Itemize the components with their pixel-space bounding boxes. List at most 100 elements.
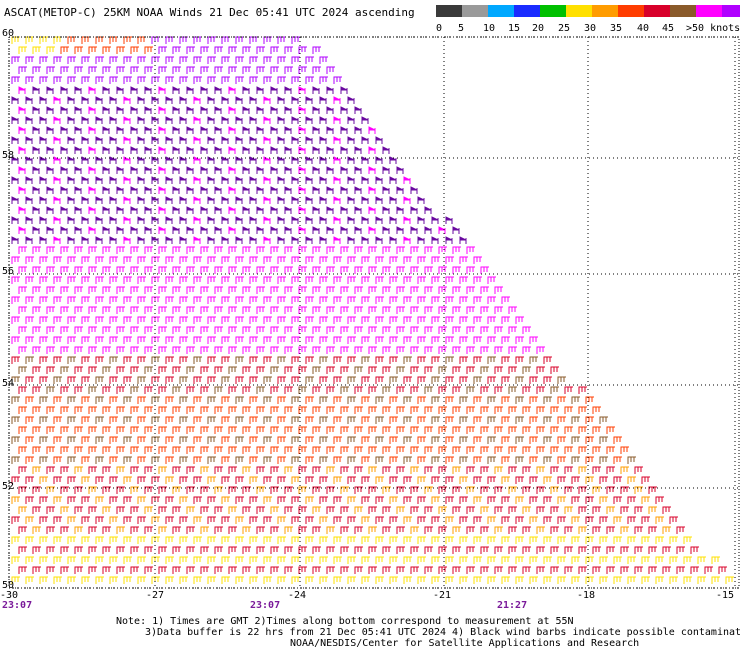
wind-barb xyxy=(354,366,363,374)
wind-barb xyxy=(501,356,510,364)
wind-barb xyxy=(221,496,230,504)
wind-barb xyxy=(130,406,139,414)
wind-barb xyxy=(60,486,69,494)
wind-barb xyxy=(305,336,314,344)
wind-barb xyxy=(347,536,356,544)
wind-barb xyxy=(102,346,111,354)
wind-barb xyxy=(634,546,643,554)
wind-barb xyxy=(25,456,34,464)
wind-barb xyxy=(340,446,349,454)
wind-barb xyxy=(228,486,237,494)
wind-barb xyxy=(67,336,76,344)
wind-barb xyxy=(347,196,355,204)
wind-barb xyxy=(242,146,250,154)
wind-barb xyxy=(501,336,510,344)
wind-barb xyxy=(305,416,314,424)
wind-barb xyxy=(263,236,271,244)
wind-barb xyxy=(95,516,104,524)
wind-barb xyxy=(46,506,55,514)
wind-barb xyxy=(214,566,223,574)
wind-barb xyxy=(529,496,538,504)
wind-barb xyxy=(18,466,27,474)
wind-barb xyxy=(11,116,19,124)
wind-barb xyxy=(641,496,650,504)
wind-barb xyxy=(102,226,110,234)
wind-barb xyxy=(396,506,405,514)
wind-barb xyxy=(95,236,103,244)
wind-barb xyxy=(585,576,594,584)
wind-barb xyxy=(18,226,26,234)
wind-barb xyxy=(417,216,425,224)
wind-barb xyxy=(326,186,334,194)
wind-barb xyxy=(165,216,173,224)
wind-barb xyxy=(375,436,384,444)
wind-barb xyxy=(529,516,538,524)
wind-barb xyxy=(88,186,96,194)
wind-barb xyxy=(340,266,349,274)
wind-barb xyxy=(585,416,594,424)
wind-barb xyxy=(25,136,33,144)
wind-barb xyxy=(494,366,503,374)
wind-barb xyxy=(74,186,82,194)
wind-barb xyxy=(221,436,230,444)
wind-barb xyxy=(312,146,320,154)
wind-barb xyxy=(242,66,251,74)
wind-barb xyxy=(179,436,188,444)
wind-barb xyxy=(32,386,41,394)
wind-barb xyxy=(319,236,327,244)
wind-barb xyxy=(445,576,454,584)
wind-barb xyxy=(11,96,19,104)
wind-barb xyxy=(291,416,300,424)
wind-barb xyxy=(137,336,146,344)
wind-barb xyxy=(46,546,55,554)
wind-barb xyxy=(438,466,447,474)
wind-barb xyxy=(298,566,307,574)
wind-barb xyxy=(592,486,601,494)
wind-barb xyxy=(550,546,559,554)
wind-barb xyxy=(508,346,517,354)
wind-barb xyxy=(396,566,405,574)
wind-barb xyxy=(165,396,174,404)
wind-barb xyxy=(291,276,300,284)
wind-barb xyxy=(221,276,230,284)
wind-barb xyxy=(417,416,426,424)
wind-barb xyxy=(382,266,391,274)
wind-barb xyxy=(123,456,132,464)
wind-barb xyxy=(487,416,496,424)
wind-barb xyxy=(228,306,237,314)
wind-barb xyxy=(312,286,321,294)
wind-barb xyxy=(256,46,265,54)
wind-barb xyxy=(354,526,363,534)
wind-barb xyxy=(284,186,292,194)
wind-barb xyxy=(88,386,97,394)
wind-barb xyxy=(480,326,489,334)
wind-barb xyxy=(200,386,209,394)
wind-barb xyxy=(81,336,90,344)
wind-barb xyxy=(88,546,97,554)
wind-barb xyxy=(221,136,229,144)
wind-barb xyxy=(543,376,552,384)
wind-barb xyxy=(347,296,356,304)
wind-barb xyxy=(599,556,608,564)
wind-barb xyxy=(326,86,334,94)
wind-barb xyxy=(340,406,349,414)
wind-barb xyxy=(256,286,265,294)
wind-barb xyxy=(228,326,237,334)
wind-barb xyxy=(270,346,279,354)
wind-barb xyxy=(263,216,271,224)
wind-barb xyxy=(186,86,194,94)
wind-barb xyxy=(354,106,362,114)
wind-barb xyxy=(347,116,355,124)
wind-barb xyxy=(39,36,48,44)
wind-barb xyxy=(60,246,69,254)
wind-barb xyxy=(522,546,531,554)
wind-barb xyxy=(291,356,300,364)
wind-barb xyxy=(186,286,195,294)
wind-barb xyxy=(81,476,90,484)
wind-barb xyxy=(193,576,202,584)
wind-barb xyxy=(529,476,538,484)
wind-barb xyxy=(172,446,181,454)
wind-barb xyxy=(354,126,362,134)
wind-barb xyxy=(298,106,306,114)
wind-barb xyxy=(690,566,699,574)
